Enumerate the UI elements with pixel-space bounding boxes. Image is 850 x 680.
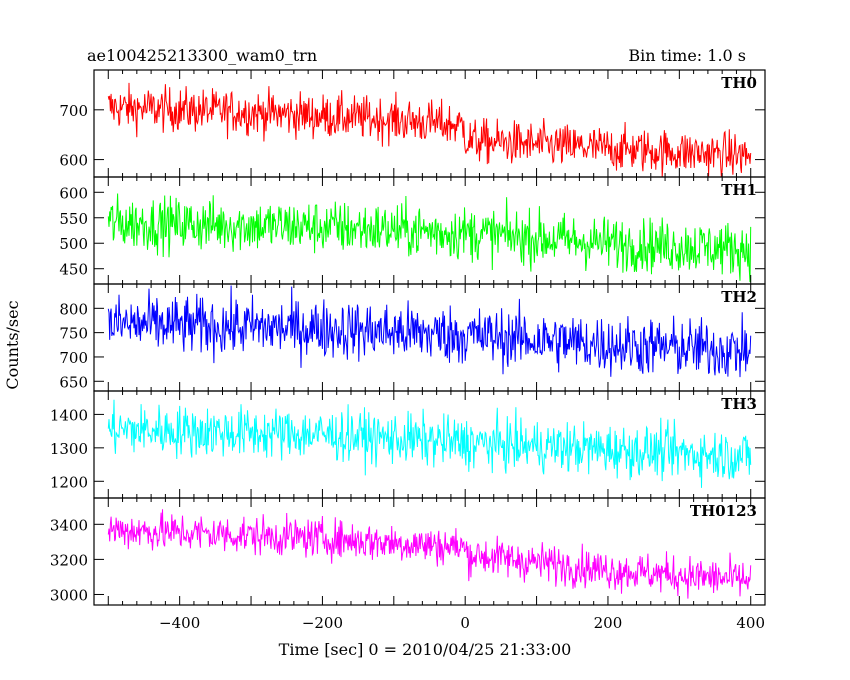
panel-label: TH0123 xyxy=(690,502,757,520)
y-tick-label: 3200 xyxy=(50,551,88,569)
y-tick-label: 3000 xyxy=(50,586,88,604)
y-tick-label: 650 xyxy=(59,373,88,391)
x-axis-label: Time [sec] 0 = 2010/04/25 21:33:00 xyxy=(279,640,572,659)
panel-label: TH2 xyxy=(721,288,757,306)
y-tick-label: 800 xyxy=(59,300,88,318)
panel-stack: 600 700 TH0 450 500 550 600 TH1 650 700 750 800 TH2 1… xyxy=(50,69,766,606)
y-tick-label: 700 xyxy=(59,349,88,367)
y-tick-label: 1200 xyxy=(50,473,88,491)
y-tick-label: 600 xyxy=(59,184,88,202)
panel-th0: 600 700 TH0 xyxy=(59,69,766,178)
series-line-th0123 xyxy=(107,509,752,599)
y-tick-label: 600 xyxy=(59,152,88,170)
y-tick-label: 3400 xyxy=(50,516,88,534)
panel-th0123: 3000 3200 3400 TH0123 xyxy=(50,497,766,606)
y-tick-label: 1400 xyxy=(50,406,88,424)
panel-th2: 650 700 750 800 TH2 xyxy=(59,283,766,392)
series-line-th1 xyxy=(107,193,752,283)
x-tick-label: 200 xyxy=(594,614,623,632)
x-tick-label: −200 xyxy=(302,614,343,632)
panel-frame xyxy=(93,390,766,499)
series-line-th3 xyxy=(107,399,752,488)
bin-time-label: Bin time: 1.0 s xyxy=(628,46,746,65)
panel-label: TH3 xyxy=(721,395,757,413)
panel-th3: 1200 1300 1400 TH3 xyxy=(50,390,766,499)
x-axis: −400 −200 0 200 400 xyxy=(159,614,765,632)
y-tick-label: 750 xyxy=(59,325,88,343)
panel-label: TH1 xyxy=(721,181,757,199)
x-tick-label: −400 xyxy=(159,614,200,632)
y-tick-label: 1300 xyxy=(50,440,88,458)
panel-frame xyxy=(93,497,766,606)
plot-title: ae100425213300_wam0_trn xyxy=(87,46,317,65)
panel-th1: 450 500 550 600 TH1 xyxy=(59,176,766,285)
series-line-th0 xyxy=(107,82,752,177)
y-tick-label: 550 xyxy=(59,210,88,228)
series-line-th2 xyxy=(107,285,752,378)
y-tick-label: 700 xyxy=(59,102,88,120)
y-axis-label: Counts/sec xyxy=(3,300,22,389)
x-tick-label: 400 xyxy=(736,614,765,632)
panel-label: TH0 xyxy=(721,74,757,92)
y-tick-label: 500 xyxy=(59,235,88,253)
x-tick-label: 0 xyxy=(460,614,470,632)
y-tick-label: 450 xyxy=(59,261,88,279)
